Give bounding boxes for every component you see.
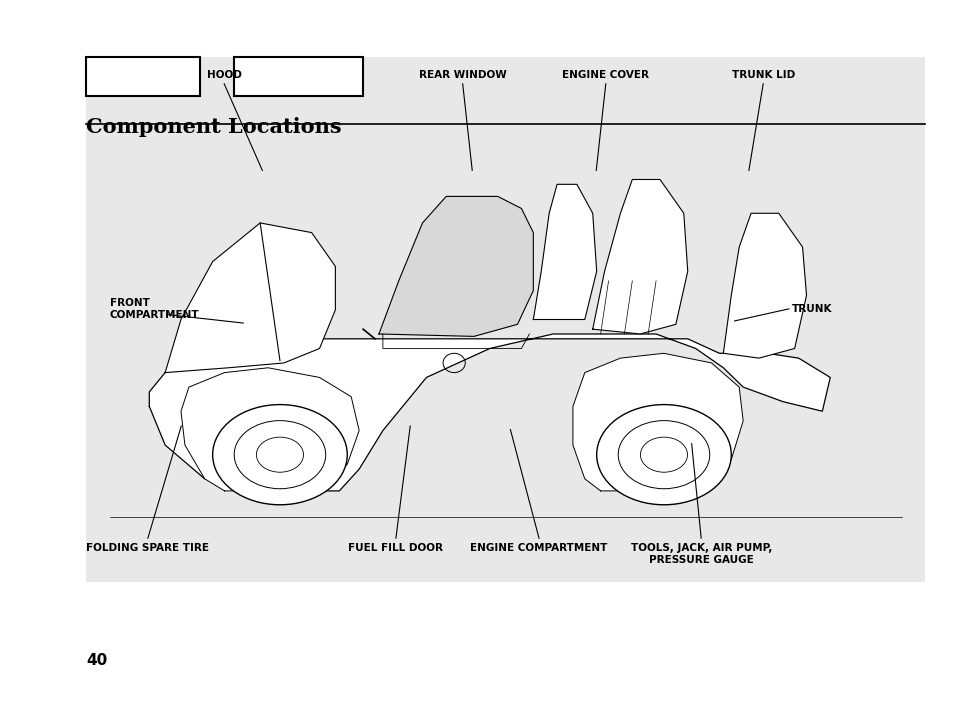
Text: TRUNK: TRUNK xyxy=(791,304,831,314)
Circle shape xyxy=(596,405,731,505)
Text: Component Locations: Component Locations xyxy=(86,117,341,137)
Polygon shape xyxy=(592,180,687,334)
FancyBboxPatch shape xyxy=(233,57,362,96)
Text: FUEL FILL DOOR: FUEL FILL DOOR xyxy=(348,543,443,553)
Text: TOOLS, JACK, AIR PUMP,
PRESSURE GAUGE: TOOLS, JACK, AIR PUMP, PRESSURE GAUGE xyxy=(630,543,771,564)
Text: REAR WINDOW: REAR WINDOW xyxy=(418,70,506,80)
Text: FOLDING SPARE TIRE: FOLDING SPARE TIRE xyxy=(87,543,209,553)
Text: TRUNK LID: TRUNK LID xyxy=(731,70,794,80)
Text: ENGINE COMPARTMENT: ENGINE COMPARTMENT xyxy=(470,543,607,553)
Circle shape xyxy=(213,405,347,505)
Polygon shape xyxy=(533,185,596,320)
Text: ENGINE COVER: ENGINE COVER xyxy=(561,70,649,80)
Polygon shape xyxy=(165,223,335,373)
Polygon shape xyxy=(181,368,358,491)
Polygon shape xyxy=(722,213,805,358)
Text: FRONT
COMPARTMENT: FRONT COMPARTMENT xyxy=(110,298,199,320)
Polygon shape xyxy=(378,197,533,337)
Polygon shape xyxy=(149,334,829,491)
FancyBboxPatch shape xyxy=(86,57,200,96)
Text: HOOD: HOOD xyxy=(207,70,241,80)
FancyBboxPatch shape xyxy=(86,57,924,582)
Text: 40: 40 xyxy=(86,652,107,668)
Polygon shape xyxy=(573,354,742,491)
